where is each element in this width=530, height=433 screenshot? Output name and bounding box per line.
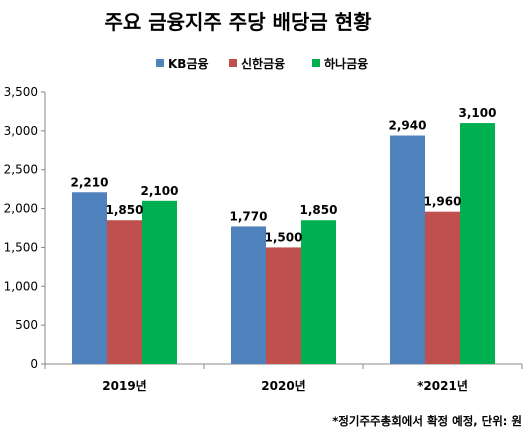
data-label: 1,770 xyxy=(230,209,268,223)
y-tick-label: 1,000 xyxy=(4,279,38,293)
data-label: 1,850 xyxy=(106,203,144,217)
x-tick-label: 2019년 xyxy=(102,379,146,393)
legend-swatch xyxy=(229,59,237,67)
bar-series xyxy=(72,123,495,364)
y-tick-label: 0 xyxy=(30,357,38,371)
bar xyxy=(72,192,107,364)
bar xyxy=(231,226,266,364)
legend-swatch xyxy=(312,59,320,67)
data-label: 1,850 xyxy=(300,203,338,217)
chart-title: 주요 금융지주 주당 배당금 현황 xyxy=(104,10,372,34)
data-label: 1,500 xyxy=(265,230,303,244)
bar xyxy=(425,211,460,364)
x-axis: 2019년 2020년 *2021년 xyxy=(44,363,523,393)
bar xyxy=(301,220,336,364)
y-tick-label: 2,000 xyxy=(4,202,38,216)
y-tick-label: 1,500 xyxy=(4,240,38,254)
data-labels: 2,210 1,850 2,100 1,770 1,500 1,850 2,940 1,960… xyxy=(71,106,497,244)
data-label: 2,940 xyxy=(389,119,427,133)
data-label: 2,210 xyxy=(71,175,109,189)
data-label: 1,960 xyxy=(424,195,462,209)
y-tick-label: 3,000 xyxy=(4,124,38,138)
y-tick-label: 3,500 xyxy=(4,85,38,99)
x-tick-label: *2021년 xyxy=(417,379,468,393)
chart-legend: KB금융 신한금융 하나금융 xyxy=(156,56,368,71)
legend-label: KB금융 xyxy=(168,56,209,71)
bar xyxy=(142,200,177,364)
chart-footnote: *정기주주총회에서 확정 예정, 단위: 원 xyxy=(332,414,522,428)
x-tick-label: 2020년 xyxy=(261,379,305,393)
bar xyxy=(107,220,142,364)
y-axis: 0 500 1,000 1,500 2,000 2,500 3,000 3,500 xyxy=(4,85,46,371)
data-label: 3,100 xyxy=(459,106,497,120)
legend-swatch xyxy=(156,59,164,67)
bar xyxy=(390,135,425,364)
legend-label: 신한금융 xyxy=(241,56,285,71)
data-label: 2,100 xyxy=(141,184,179,198)
bar xyxy=(266,247,301,364)
legend-label: 하나금융 xyxy=(324,56,368,71)
bar xyxy=(460,123,495,364)
y-tick-label: 500 xyxy=(15,318,38,332)
y-tick-label: 2,500 xyxy=(4,163,38,177)
